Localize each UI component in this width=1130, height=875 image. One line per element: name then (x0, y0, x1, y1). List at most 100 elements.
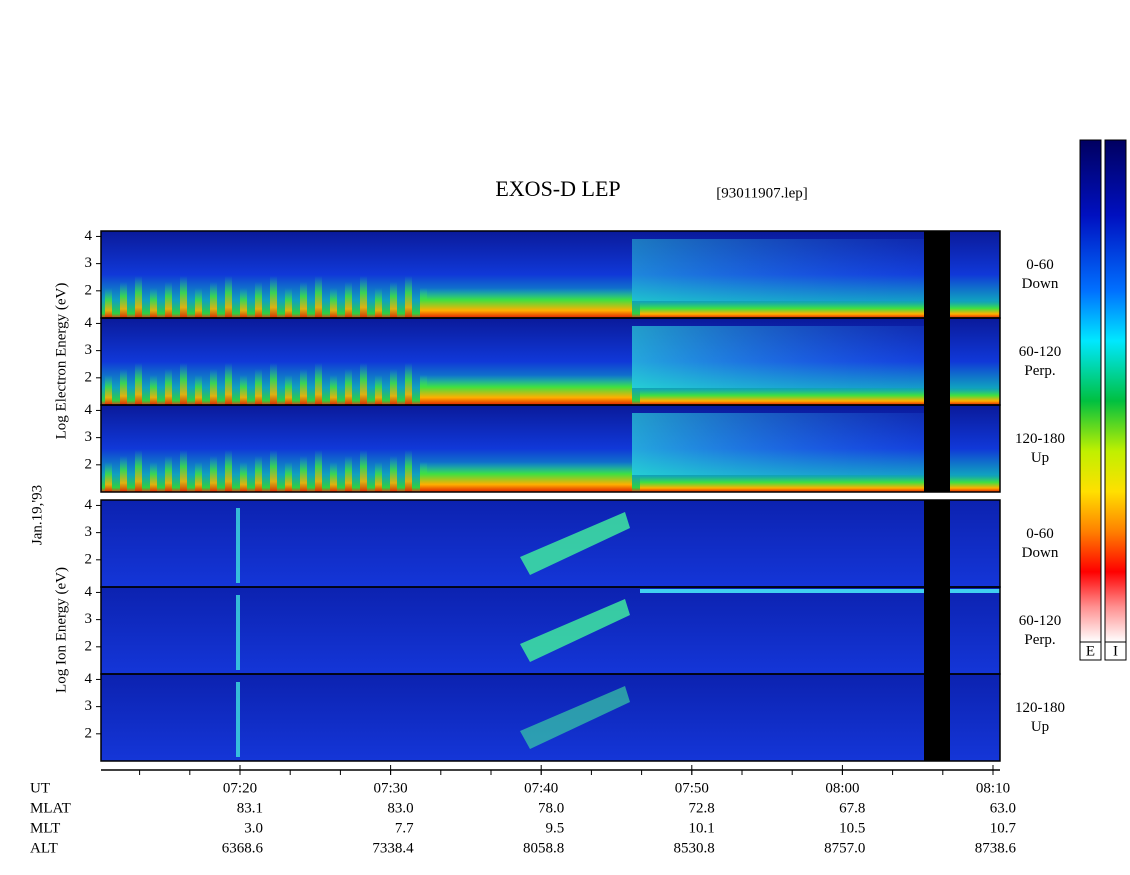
colorbar-label: E (1086, 643, 1095, 659)
spectrogram-feature (420, 288, 632, 318)
spectrogram-feature (195, 288, 202, 318)
spectrogram-feature (345, 369, 352, 405)
data-gap (924, 231, 950, 318)
spectrogram-feature (420, 375, 427, 405)
y-tick-label: 4 (85, 228, 93, 244)
spectrogram-feature (950, 476, 1000, 492)
panel-range: 0-60 (1026, 526, 1054, 542)
spectrogram-feature (300, 456, 307, 492)
spectrogram-feature (105, 462, 112, 492)
spectrogram-feature (330, 462, 337, 492)
spectrogram-panel (101, 587, 1000, 674)
panel-direction: Down (1022, 276, 1059, 292)
spectrogram-feature (120, 456, 127, 492)
y-tick-label: 3 (85, 611, 93, 627)
spectrogram-feature (255, 282, 262, 318)
ephemeris-value: 83.1 (237, 800, 263, 816)
spectrogram-feature (135, 276, 142, 318)
time-tick-label: 07:40 (524, 780, 558, 796)
spectrogram-feature (240, 375, 247, 405)
row-label: MLT (30, 820, 60, 836)
row-label: ALT (30, 840, 58, 856)
ephemeris-value: 8738.6 (975, 840, 1017, 856)
spectrogram-feature (165, 456, 172, 492)
spectrogram-feature (135, 450, 142, 492)
spectrogram-feature (375, 462, 382, 492)
spectrogram-feature (225, 450, 232, 492)
ephemeris-value: 10.7 (990, 820, 1017, 836)
spectrogram-feature (285, 375, 292, 405)
y-tick-label: 4 (85, 497, 93, 513)
y-tick-label: 4 (85, 584, 93, 600)
y-tick-label: 2 (85, 638, 93, 654)
spectrogram-feature (520, 512, 630, 575)
panel-direction: Up (1031, 719, 1049, 735)
panel-direction: Perp. (1024, 632, 1055, 648)
spectrogram-feature (270, 363, 277, 405)
spectrogram-feature (360, 450, 367, 492)
spectrogram-feature (240, 288, 247, 318)
panel-range: 0-60 (1026, 257, 1054, 273)
ephemeris-value: 8757.0 (824, 840, 865, 856)
ephemeris-value: 8058.8 (523, 840, 564, 856)
spectrogram-feature (236, 682, 240, 757)
panel-direction: Perp. (1024, 363, 1055, 379)
ephemeris-value: 72.8 (689, 800, 715, 816)
spectrogram-feature (236, 508, 240, 583)
spectrogram-feature (195, 375, 202, 405)
y-tick-label: 2 (85, 551, 93, 567)
spectrogram-feature (315, 276, 322, 318)
ephemeris-value: 10.1 (689, 820, 715, 836)
spectrogram-feature (180, 276, 187, 318)
time-tick-label: 07:20 (223, 780, 257, 796)
y-tick-label: 4 (85, 402, 93, 418)
spectrogram-feature (120, 282, 127, 318)
spectrogram-feature (150, 288, 157, 318)
spectrogram-feature (345, 282, 352, 318)
spectrogram-feature (640, 389, 924, 405)
data-gap (924, 500, 950, 587)
spectrogram-feature (165, 369, 172, 405)
row-label: UT (30, 780, 50, 796)
colorbar-label: I (1113, 643, 1118, 659)
data-gap (924, 674, 950, 761)
panel-direction: Up (1031, 450, 1049, 466)
spectrograms (101, 231, 1000, 761)
spectrogram-feature (240, 462, 247, 492)
spectrogram-feature (632, 413, 924, 475)
panel-frame (100, 673, 1001, 762)
spectrogram-feature (195, 462, 202, 492)
spectrogram-feature (285, 462, 292, 492)
colorbar (1104, 139, 1127, 643)
title: EXOS-D LEP (495, 176, 620, 201)
spectrogram-feature (105, 375, 112, 405)
y-tick-label: 2 (85, 456, 93, 472)
y-tick-label: 4 (85, 671, 93, 687)
spectrogram-feature (150, 462, 157, 492)
ion-axis-label: Log Ion Energy (eV) (53, 567, 69, 693)
spectrogram-feature (420, 462, 632, 492)
spectrogram-feature (285, 288, 292, 318)
spectrogram-feature (640, 476, 924, 492)
spectrogram-feature (315, 450, 322, 492)
spectrogram-feature (420, 462, 427, 492)
y-tick-label: 3 (85, 698, 93, 714)
spectrogram-feature (405, 450, 412, 492)
data-gap (924, 587, 950, 674)
spectrogram-feature (375, 288, 382, 318)
spectrogram-feature (375, 375, 382, 405)
colorbar (1079, 139, 1102, 643)
spectrogram-feature (236, 595, 240, 670)
colorbar-label-box (1104, 641, 1127, 661)
ephemeris-value: 7.7 (395, 820, 414, 836)
ephemeris-value: 9.5 (545, 820, 564, 836)
y-tick-label: 3 (85, 342, 93, 358)
spectrogram-feature (330, 375, 337, 405)
spectrogram-feature (225, 363, 232, 405)
spectrogram-feature (390, 282, 397, 318)
electron-axis-label: Log Electron Energy (eV) (53, 283, 69, 440)
spectrogram-feature (300, 369, 307, 405)
spectrogram-feature (210, 456, 217, 492)
ephemeris-value: 8530.8 (674, 840, 715, 856)
